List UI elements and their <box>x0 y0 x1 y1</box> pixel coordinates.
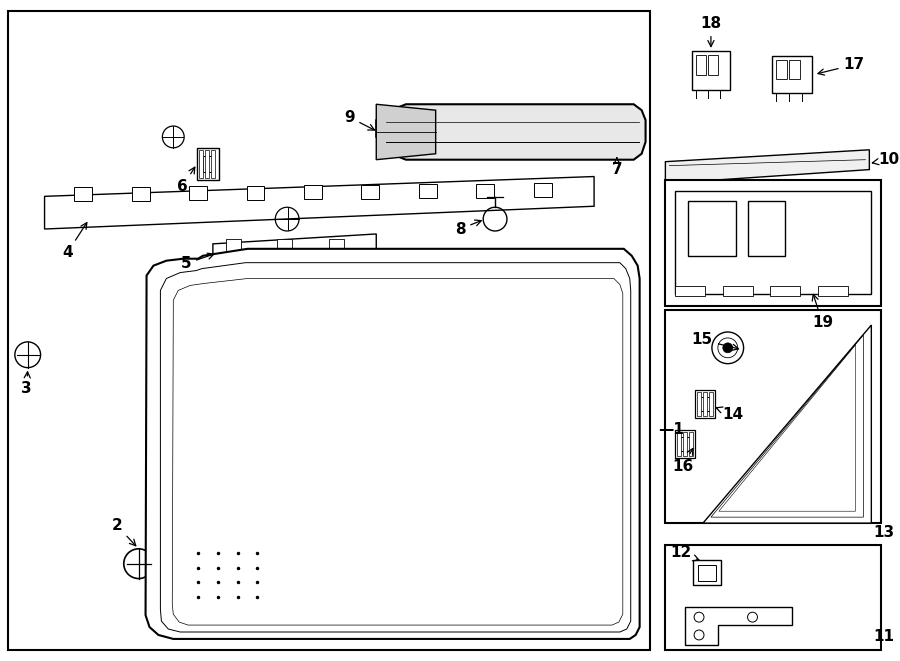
Polygon shape <box>45 176 594 229</box>
Bar <box>8 11 650 650</box>
Polygon shape <box>376 104 436 160</box>
Bar <box>266 459 315 498</box>
Bar <box>665 180 881 306</box>
Polygon shape <box>146 249 640 639</box>
Bar <box>693 560 721 586</box>
Text: 10: 10 <box>872 152 899 167</box>
Text: 11: 11 <box>873 629 895 644</box>
Bar <box>680 437 690 451</box>
Text: 17: 17 <box>818 57 865 75</box>
Polygon shape <box>213 234 376 266</box>
Bar <box>777 59 788 79</box>
Bar <box>131 187 149 201</box>
Text: 16: 16 <box>672 448 693 474</box>
Bar <box>665 545 881 650</box>
Circle shape <box>723 343 733 353</box>
Bar <box>688 202 735 256</box>
Text: 14: 14 <box>716 407 744 422</box>
Bar <box>678 432 681 455</box>
Text: 6: 6 <box>177 167 194 194</box>
Text: 19: 19 <box>812 294 833 330</box>
Bar <box>362 185 379 199</box>
Bar <box>698 393 701 416</box>
Bar <box>689 432 693 455</box>
Text: —1: —1 <box>659 422 684 436</box>
Bar <box>723 286 752 296</box>
Bar <box>708 55 718 75</box>
Text: 7: 7 <box>612 158 622 176</box>
Ellipse shape <box>273 466 308 491</box>
Bar <box>328 239 344 251</box>
Bar <box>211 150 215 178</box>
Bar <box>818 286 848 296</box>
Bar <box>695 391 715 418</box>
Bar <box>304 186 322 200</box>
Bar <box>75 188 92 202</box>
Bar <box>703 393 707 416</box>
Text: 18: 18 <box>700 16 722 47</box>
Bar <box>189 186 207 200</box>
Bar <box>203 156 214 172</box>
Bar <box>692 51 730 91</box>
Bar <box>269 315 621 395</box>
Bar <box>275 405 615 471</box>
Text: 12: 12 <box>670 545 699 561</box>
Polygon shape <box>665 150 869 184</box>
Bar <box>748 202 785 256</box>
Bar <box>476 184 494 198</box>
Bar <box>696 55 706 75</box>
Bar <box>418 184 436 198</box>
Bar <box>700 397 710 411</box>
Bar <box>675 430 695 457</box>
Bar <box>205 150 209 178</box>
Text: 15: 15 <box>692 332 739 350</box>
Text: 8: 8 <box>454 220 482 237</box>
Polygon shape <box>146 249 640 639</box>
Bar <box>274 414 304 449</box>
Bar <box>698 564 716 580</box>
Bar <box>186 538 285 617</box>
Polygon shape <box>703 325 871 523</box>
Polygon shape <box>376 104 645 160</box>
Bar <box>665 310 881 523</box>
Text: 2: 2 <box>112 518 136 546</box>
Bar <box>772 56 812 93</box>
Polygon shape <box>685 607 792 645</box>
Bar <box>269 399 621 479</box>
Bar <box>534 184 552 198</box>
Bar <box>675 192 871 294</box>
Text: 3: 3 <box>22 371 32 397</box>
Text: 9: 9 <box>344 110 374 130</box>
Bar <box>199 150 203 178</box>
Bar <box>709 393 713 416</box>
Bar <box>683 432 688 455</box>
Bar <box>770 286 800 296</box>
Bar <box>226 239 240 251</box>
Bar <box>675 286 705 296</box>
Bar <box>269 409 309 453</box>
Bar <box>247 186 265 200</box>
Text: 13: 13 <box>873 525 895 541</box>
Bar <box>789 59 800 79</box>
Bar <box>197 148 219 180</box>
Text: 5: 5 <box>181 253 214 271</box>
Bar <box>277 239 292 251</box>
Bar <box>275 320 615 387</box>
Text: 4: 4 <box>62 223 86 260</box>
